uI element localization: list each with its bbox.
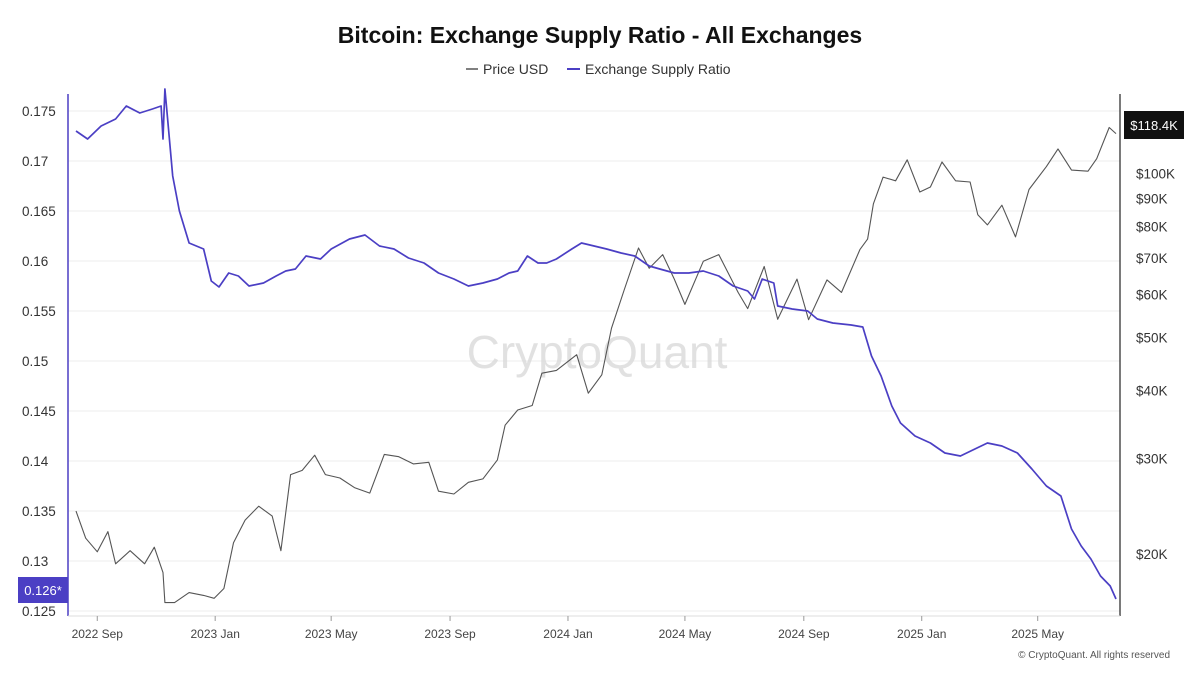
right-tick-label: $40K [1136, 383, 1168, 398]
ratio-current-badge-label: 0.126* [24, 583, 62, 598]
price-current-badge: $118.4K [1124, 111, 1184, 139]
legend-label-ratio: Exchange Supply Ratio [585, 61, 731, 77]
right-tick-label: $70K [1136, 251, 1168, 266]
left-tick-label: 0.16 [22, 254, 48, 269]
ratio-current-badge: 0.126* [18, 577, 68, 603]
right-tick-label: $50K [1136, 330, 1168, 345]
right-tick-label: $80K [1136, 219, 1168, 234]
left-tick-label: 0.125 [22, 604, 56, 619]
x-tick-label: 2024 May [659, 627, 712, 641]
left-tick-label: 0.145 [22, 404, 56, 419]
x-tick-label: 2023 Sep [424, 627, 476, 641]
price-current-badge-bg [1124, 111, 1184, 139]
x-axis-ticks: 2022 Sep 2023 Jan 2023 May 2023 Sep 2024 Jan… [72, 616, 1064, 641]
price-current-badge-label: $118.4K [1130, 118, 1178, 133]
series-layer [75, 88, 1117, 604]
copyright-footer: © CryptoQuant. All rights reserved [1018, 650, 1170, 661]
ratio-current-badge-bg [18, 577, 68, 603]
right-axis-ticks: $20K $30K $40K $50K $60K $70K $80K $90K $100K [1136, 167, 1175, 563]
x-tick-label: 2023 May [305, 627, 358, 641]
left-tick-label: 0.175 [22, 104, 56, 119]
right-tick-label: $60K [1136, 287, 1168, 302]
watermark: CryptoQuant [467, 326, 728, 378]
series-line-price-usd [75, 126, 1117, 604]
series-line-exchange-supply-ratio [75, 88, 1117, 600]
left-axis-ticks: 0.125 0.13 0.135 0.14 0.145 0.15 0.155 0.16 0.16… [22, 104, 56, 619]
x-tick-label: 2025 Jan [897, 627, 946, 641]
x-tick-label: 2025 May [1011, 627, 1064, 641]
x-tick-label: 2023 Jan [190, 627, 239, 641]
left-tick-label: 0.13 [22, 554, 48, 569]
left-tick-label: 0.14 [22, 454, 49, 469]
right-tick-label: $30K [1136, 451, 1168, 466]
right-tick-label: $90K [1136, 191, 1168, 206]
left-tick-label: 0.135 [22, 504, 56, 519]
x-tick-label: 2024 Jan [543, 627, 592, 641]
left-tick-label: 0.15 [22, 354, 48, 369]
legend-label-price: Price USD [483, 61, 548, 77]
right-tick-label: $100K [1136, 167, 1175, 182]
legend: Price USD Exchange Supply Ratio [466, 61, 731, 77]
x-tick-label: 2024 Sep [778, 627, 830, 641]
left-tick-label: 0.155 [22, 304, 56, 319]
chart-title: Bitcoin: Exchange Supply Ratio - All Exc… [338, 22, 862, 48]
right-tick-label: $20K [1136, 547, 1168, 562]
grid [68, 110, 1120, 612]
left-tick-label: 0.165 [22, 204, 56, 219]
x-tick-label: 2022 Sep [72, 627, 124, 641]
left-tick-label: 0.17 [22, 154, 48, 169]
